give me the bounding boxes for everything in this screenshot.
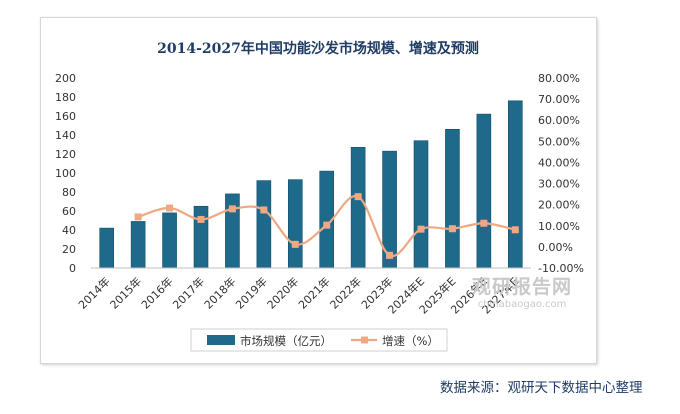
y-left-tick-label: 0 [69,262,76,275]
y-right-tick-label: 0.00% [538,241,573,254]
bar [476,113,492,269]
growth-point [260,206,268,214]
legend-box [190,328,448,352]
growth-point [228,205,236,213]
source-note: 数据来源：观研天下数据中心整理 [440,380,643,396]
y-right-tick-label: 70.00% [538,93,580,106]
x-tick-label: 2022年 [327,274,364,311]
bar [225,193,240,269]
y-left-tick-label: 20 [62,243,76,256]
watermark-url: chinabaogao.com [477,299,567,310]
x-tick-label: 2021年 [295,274,332,311]
growth-point [166,204,174,212]
bar [287,179,303,269]
y-right-tick-label: -10.00% [538,262,584,275]
x-tick-label: 2019年 [233,274,270,311]
x-tick-label: 2017年 [170,274,207,311]
y-left-tick-label: 140 [55,129,76,142]
growth-point [386,251,394,259]
y-right-tick-label: 30.00% [538,178,580,191]
growth-point [511,226,519,234]
bar [350,147,366,269]
bar [507,100,523,269]
bar [445,129,460,269]
legend-line-marker [361,336,368,344]
y-right-tick-label: 50.00% [538,135,580,148]
y-left-tick-label: 160 [55,110,76,123]
x-tick-label: 2018年 [201,274,238,311]
growth-point [354,193,362,201]
y-right-tick-label: 10.00% [538,220,580,233]
y-right-tick-label: 80.00% [538,72,580,85]
y-left-tick-label: 200 [55,72,76,85]
x-tick-label: 2020年 [264,274,301,311]
chart: 2014-2027年中国功能沙发市场规模、增速及预测 0 20 40 60 80 100 12… [55,40,584,352]
legend-bar-label: 市场规模（亿元） [240,334,332,348]
growth-point [291,240,299,248]
watermark: 观研报告网 chinabaogao.com [472,272,572,310]
y-left-tick-label: 180 [55,91,76,104]
y-left-tick-label: 120 [55,148,76,161]
bar [162,212,177,269]
x-tick-label: 2015年 [107,274,144,311]
legend-bar-swatch [207,335,235,345]
y-right-tick-label: 60.00% [538,114,580,127]
bar [99,227,115,269]
growth-point [134,213,142,221]
growth-point [448,225,456,233]
bar [193,205,209,269]
chart-frame: 2014-2027年中国功能沙发市场规模、增速及预测 0 20 40 60 80 100 12… [40,17,597,364]
growth-point [480,219,488,227]
y-left-tick-label: 40 [62,224,76,237]
y-right-tick-label: 40.00% [538,156,580,169]
growth-point [417,225,425,233]
x-tick-label: 2014年 [75,274,112,311]
chart-title: 2014-2027年中国功能沙发市场规模、增速及预测 [157,40,479,57]
bar [130,221,146,269]
bar [413,140,429,269]
y-left-tick-label: 80 [62,186,76,199]
watermark-name: 观研报告网 [472,276,573,298]
x-tick-label: 2016年 [138,274,175,311]
legend-line-label: 增速（%） [382,334,439,348]
growth-point [323,221,331,229]
growth-point [197,215,205,223]
y-right-tick-label: 20.00% [538,199,580,212]
y-left-tick-label: 60 [62,205,76,218]
y-left-tick-label: 100 [55,167,76,180]
bar [256,180,272,269]
